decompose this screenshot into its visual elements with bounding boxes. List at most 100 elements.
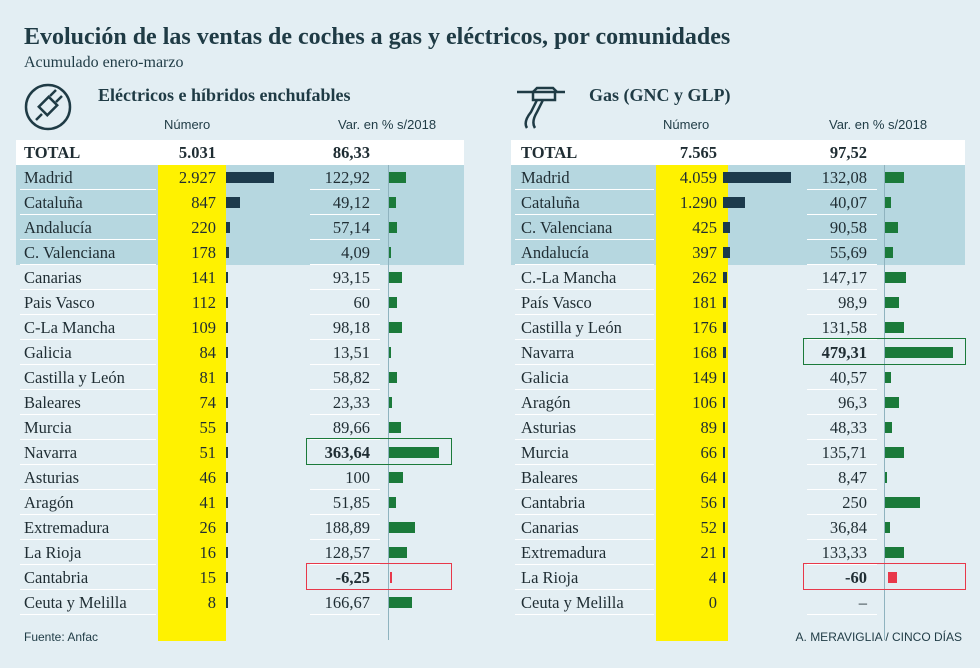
row-variation: 131,58 [821,318,867,337]
number-bar [226,547,228,558]
row-variation: 55,69 [829,243,867,262]
row-variation: 49,12 [332,193,370,212]
row-separator [515,614,654,615]
variation-bar [885,347,953,358]
number-bar [226,172,274,183]
column-header-variation: Var. en % s/2018 [829,117,928,132]
number-bar [723,297,727,308]
row-variation: 57,14 [332,218,370,237]
row-label: Cataluña [521,193,580,212]
row-separator [310,264,380,265]
row-separator [515,214,654,215]
table-row: C. Valenciana 178 4,09 [16,240,464,265]
number-bar [723,572,725,583]
row-separator [807,314,877,315]
variation-bar [389,447,439,458]
number-bar [226,597,228,608]
variation-bar [885,522,891,533]
max-highlight-box [803,338,966,365]
variation-bar [885,172,904,183]
row-separator [807,264,877,265]
row-separator [20,614,156,615]
number-bar [723,397,725,408]
row-variation: 98,9 [838,293,867,312]
table-row: C. Valenciana 425 90,58 [511,215,965,240]
variation-bar [389,397,393,408]
table-row: Cataluña 847 49,12 [16,190,464,215]
variation-bar [389,597,412,608]
row-label: Andalucía [24,218,92,237]
number-bar [226,422,228,433]
row-separator [20,439,156,440]
row-separator [807,389,877,390]
variation-bar [885,497,921,508]
number-bar [226,472,228,483]
variation-bar [389,222,397,233]
negative-highlight-box [306,563,452,590]
variation-bar [389,272,402,283]
row-separator [20,214,156,215]
table-row: C-La Mancha 109 98,18 [16,315,464,340]
table-row: C.-La Mancha 262 147,17 [511,265,965,290]
row-separator [807,439,877,440]
number-bar [226,272,229,283]
row-variation: 135,71 [821,443,867,462]
table-row: País Vasco 181 98,9 [511,290,965,315]
variation-bar [885,297,900,308]
row-number: 41 [199,493,217,512]
row-separator [310,514,380,515]
row-variation: 36,84 [829,518,867,537]
row-separator [310,239,380,240]
row-number: 2.927 [178,168,216,187]
row-number: 16 [199,543,217,562]
row-label: C.-La Mancha [521,268,617,287]
number-bar [723,547,725,558]
row-number: 425 [692,218,717,237]
max-highlight-box [306,438,452,465]
variation-bar [389,372,398,383]
row-number: 168 [692,343,717,362]
row-number: 847 [191,193,216,212]
row-separator [515,539,654,540]
row-separator [515,489,654,490]
number-bar [723,372,726,383]
row-number: 7.565 [679,143,717,162]
number-bar [226,197,240,208]
row-number: 262 [692,268,717,287]
gas-pump-icon [517,86,565,129]
row-variation: 89,66 [332,418,370,437]
row-number: 46 [199,468,217,487]
row-number: 181 [692,293,717,312]
row-number: 21 [700,543,718,562]
number-bar [723,197,745,208]
table-row: Ceuta y Melilla 8 166,67 [16,590,464,615]
variation-bar [389,497,397,508]
table-row: Pais Vasco 112 60 [16,290,464,315]
row-number: 4.059 [679,168,717,187]
table-row: Murcia 66 135,71 [511,440,965,465]
row-separator [310,339,380,340]
table-row: La Rioja 4 -60 [511,565,965,590]
row-variation: 58,82 [332,368,370,387]
total-row: TOTAL 5.031 86,33 [16,140,464,165]
row-variation: 90,58 [829,218,867,237]
row-separator [807,614,877,615]
row-separator [20,314,156,315]
credit-note: A. MERAVIGLIA / CINCO DÍAS [795,630,962,644]
row-variation: -6,25 [335,568,370,587]
number-bar [226,572,228,583]
row-label: C. Valenciana [24,243,116,262]
row-number: 4 [708,568,717,587]
variation-bar [389,472,403,483]
row-separator [807,489,877,490]
row-separator [515,364,654,365]
variation-bar [389,197,396,208]
row-label: Galicia [521,368,569,387]
variation-bar [885,197,891,208]
row-label: Extremadura [521,543,607,562]
row-separator [20,464,156,465]
row-separator [310,564,380,565]
row-number: 52 [700,518,718,537]
table-row: Andalucía 220 57,14 [16,215,464,240]
row-label: Pais Vasco [24,293,95,312]
